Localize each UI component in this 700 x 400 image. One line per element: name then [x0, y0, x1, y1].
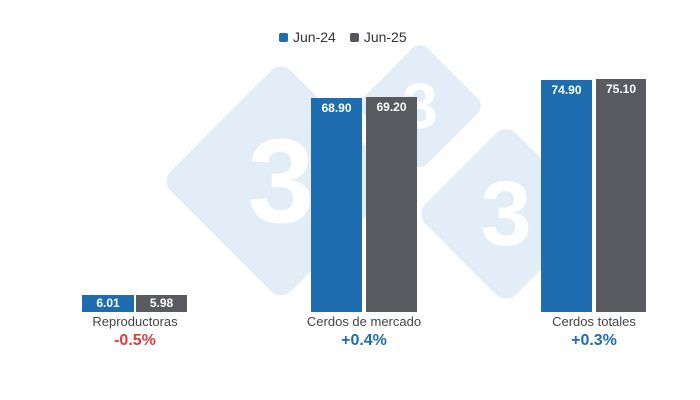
bar-cerdos-totales-jun24[interactable]: 74.90 [541, 80, 592, 312]
bar-cerdos-mercado-jun24[interactable]: 68.90 [311, 98, 362, 312]
category-label-cerdos-totales: Cerdos totales [552, 314, 636, 329]
bar-value-label: 74.90 [551, 83, 582, 97]
change-percent-cerdos-totales: +0.3% [571, 332, 617, 349]
chart-legend: Jun-24 Jun-25 [279, 29, 421, 45]
bar-cerdos-totales-jun25[interactable]: 75.10 [596, 79, 646, 312]
bar-value-label: 75.10 [605, 82, 637, 96]
legend-swatch-icon [349, 32, 359, 42]
legend-label: Jun-25 [363, 29, 407, 45]
category-label-reproductoras: Reproductoras [92, 314, 178, 329]
bar-value-label: 69.20 [376, 100, 407, 114]
legend-swatch-icon [279, 32, 288, 42]
bar-value-label: 5.98 [149, 296, 174, 310]
bar-reproductoras-jun25[interactable]: 5.98 [136, 295, 187, 312]
legend-label: Jun-24 [293, 29, 336, 45]
change-percent-cerdos-mercado: +0.4% [341, 332, 387, 349]
bar-value-label: 68.90 [321, 101, 352, 115]
category-label-cerdos-mercado: Cerdos de mercado [306, 314, 422, 329]
legend-item-jun24[interactable]: Jun-24 [279, 29, 336, 45]
bar-cerdos-mercado-jun25[interactable]: 69.20 [366, 97, 417, 312]
bar-value-label: 6.01 [96, 296, 120, 310]
bar-reproductoras-jun24[interactable]: 6.01 [82, 295, 134, 312]
change-percent-reproductoras: -0.5% [114, 332, 156, 349]
legend-item-jun25[interactable]: Jun-25 [349, 29, 407, 45]
